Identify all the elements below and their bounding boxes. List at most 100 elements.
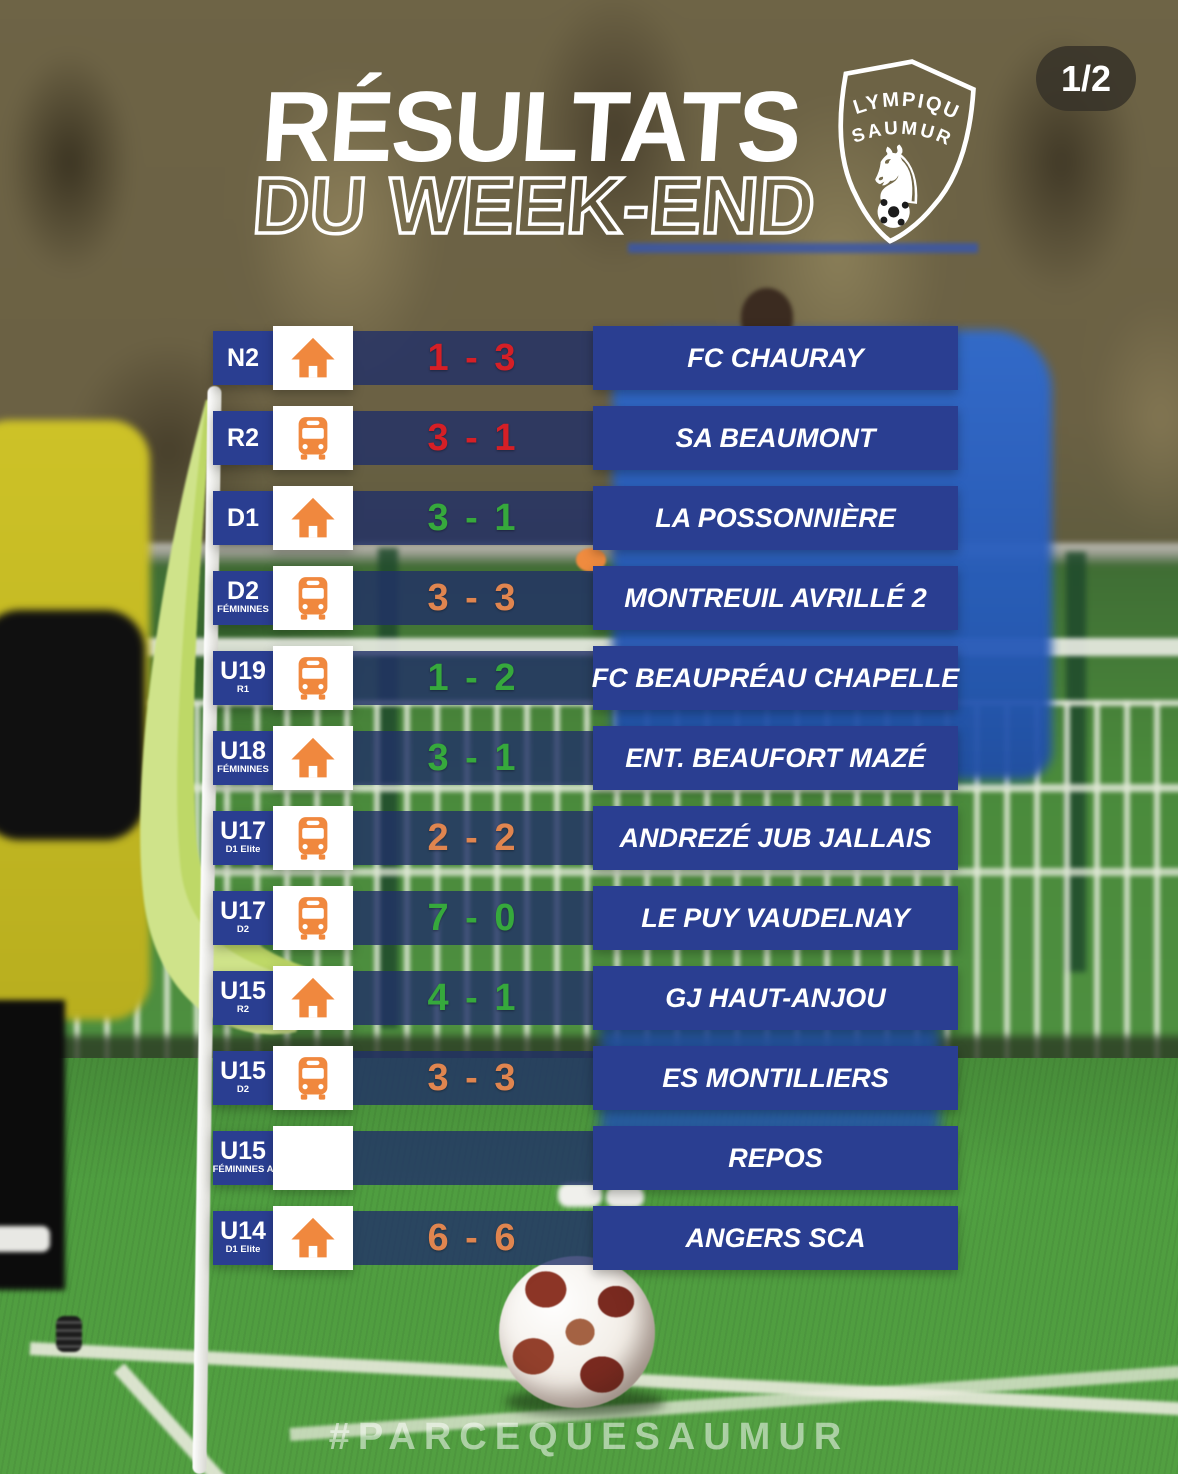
flag-pole-base — [56, 1316, 82, 1352]
score-label: 1 - 2 — [353, 651, 593, 705]
category-box: D2 FÉMININES — [213, 571, 273, 625]
home-match-house-icon — [291, 497, 335, 538]
subcategory-label: FÉMININES — [217, 604, 269, 616]
subcategory-label: D2 — [236, 1084, 250, 1096]
score-label: 4 - 1 — [353, 971, 593, 1025]
category-label: D2 — [227, 577, 259, 606]
person-black-sleeve — [0, 610, 145, 840]
carousel-page-indicator: 1/2 — [1036, 46, 1136, 111]
category-label: R2 — [227, 423, 259, 452]
result-row: U17 D1 Elite 2 - 2 ANDREZÉ JUB JALLAIS — [213, 806, 958, 870]
score-label: 7 - 0 — [353, 891, 593, 945]
opponent-label: GJ HAUT-ANJOU — [593, 966, 958, 1030]
subcategory-label: FÉMININES A — [212, 1164, 274, 1176]
subcategory-label: R2 — [236, 1004, 250, 1016]
home-match-house-icon — [291, 977, 335, 1018]
category-box: U17 D2 — [213, 891, 273, 945]
category-label: U14 — [220, 1217, 266, 1246]
score-label: 3 - 3 — [353, 571, 593, 625]
opponent-label: LA POSSONNIÈRE — [593, 486, 958, 550]
opponent-label: ANDREZÉ JUB JALLAIS — [593, 806, 958, 870]
category-label: U17 — [220, 897, 266, 926]
category-label: U15 — [220, 1057, 266, 1086]
subcategory-label: D1 Elite — [225, 1244, 261, 1256]
subcategory-label: FÉMININES — [217, 764, 269, 776]
venue-box — [273, 886, 353, 950]
category-label: U19 — [220, 657, 266, 686]
category-box: U18 FÉMININES — [213, 731, 273, 785]
soccer-ball — [499, 1256, 655, 1408]
subcategory-label: D2 — [236, 924, 250, 936]
away-match-bus-icon — [298, 1057, 328, 1100]
home-match-house-icon — [291, 1217, 335, 1258]
results-table: N2 1 - 3 FC CHAURAY R2 3 - 1 SA BEAUMONT… — [213, 0, 959, 1474]
score-label: 1 - 3 — [353, 331, 593, 385]
opponent-label: REPOS — [593, 1126, 958, 1190]
category-label: U18 — [220, 737, 266, 766]
badge-ball-icon — [877, 195, 910, 228]
venue-box — [273, 486, 353, 550]
hashtag-text: #PARCEQUESAUMUR — [328, 1416, 850, 1458]
result-row: R2 3 - 1 SA BEAUMONT — [213, 406, 958, 470]
venue-box — [273, 1046, 353, 1110]
category-box: U15 FÉMININES A — [213, 1131, 273, 1185]
venue-box — [273, 566, 353, 630]
venue-box — [273, 966, 353, 1030]
category-label: N2 — [227, 343, 259, 372]
away-match-bus-icon — [298, 657, 328, 700]
opponent-label: MONTREUIL AVRILLÉ 2 — [593, 566, 958, 630]
opponent-label: FC CHAURAY — [593, 326, 958, 390]
away-match-bus-icon — [298, 897, 328, 940]
result-row: U14 D1 Elite 6 - 6 ANGERS SCA — [213, 1206, 958, 1270]
result-row: U19 R1 1 - 2 FC BEAUPRÉAU CHAPELLE — [213, 646, 959, 710]
opponent-label: FC BEAUPRÉAU CHAPELLE — [592, 646, 959, 710]
venue-box — [273, 1206, 353, 1270]
category-label: U15 — [220, 977, 266, 1006]
result-row: U18 FÉMININES 3 - 1 ENT. BEAUFORT MAZÉ — [213, 726, 958, 790]
player-shoe — [606, 1186, 644, 1208]
result-row: D2 FÉMININES 3 - 3 MONTREUIL AVRILLÉ 2 — [213, 566, 958, 630]
person-shoe — [0, 1226, 50, 1252]
result-row: U15 FÉMININES A REPOS — [213, 1126, 958, 1190]
category-box: U19 R1 — [213, 651, 273, 705]
category-box: U17 D1 Elite — [213, 811, 273, 865]
category-box: U15 R2 — [213, 971, 273, 1025]
result-row: N2 1 - 3 FC CHAURAY — [213, 326, 958, 390]
subcategory-label: R1 — [236, 684, 250, 696]
away-match-bus-icon — [298, 577, 328, 620]
opponent-label: ENT. BEAUFORT MAZÉ — [593, 726, 958, 790]
home-match-house-icon — [291, 737, 335, 778]
opponent-label: LE PUY VAUDELNAY — [593, 886, 958, 950]
venue-box — [273, 326, 353, 390]
category-label: U17 — [220, 817, 266, 846]
category-box: R2 — [213, 411, 273, 465]
score-label: 3 - 1 — [353, 731, 593, 785]
score-label: 2 - 2 — [353, 811, 593, 865]
opponent-label: ES MONTILLIERS — [593, 1046, 958, 1110]
home-match-house-icon — [291, 337, 335, 378]
score-label — [353, 1131, 593, 1185]
away-match-bus-icon — [298, 417, 328, 460]
score-label: 3 - 1 — [353, 411, 593, 465]
category-box: U15 D2 — [213, 1051, 273, 1105]
category-box: U14 D1 Elite — [213, 1211, 273, 1265]
subcategory-label: D1 Elite — [225, 844, 261, 856]
opponent-label: SA BEAUMONT — [593, 406, 958, 470]
score-label: 3 - 3 — [353, 1051, 593, 1105]
category-label: D1 — [227, 503, 259, 532]
result-row: U15 D2 3 - 3 ES MONTILLIERS — [213, 1046, 958, 1110]
result-row: U17 D2 7 - 0 LE PUY VAUDELNAY — [213, 886, 958, 950]
away-match-bus-icon — [298, 817, 328, 860]
result-row: D1 3 - 1 LA POSSONNIÈRE — [213, 486, 958, 550]
venue-box — [273, 1126, 353, 1190]
score-label: 6 - 6 — [353, 1211, 593, 1265]
venue-box — [273, 646, 353, 710]
venue-box — [273, 726, 353, 790]
result-row: U15 R2 4 - 1 GJ HAUT-ANJOU — [213, 966, 958, 1030]
corner-flag — [140, 400, 322, 1035]
category-box: N2 — [213, 331, 273, 385]
background-blue-banner — [628, 243, 978, 253]
venue-box — [273, 406, 353, 470]
category-label: U15 — [220, 1137, 266, 1166]
